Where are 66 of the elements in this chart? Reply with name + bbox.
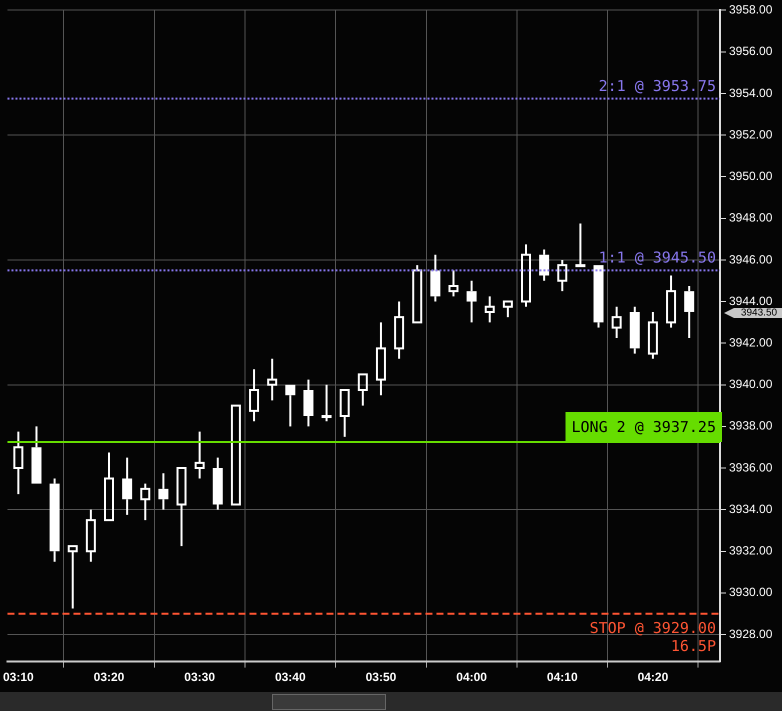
candlestick bbox=[557, 258, 568, 292]
candlestick bbox=[430, 254, 440, 303]
x-tick-label: 03:50 bbox=[366, 670, 397, 684]
y-tick-label: 3948.00 bbox=[729, 210, 773, 225]
candlestick bbox=[666, 274, 676, 329]
candlestick bbox=[303, 378, 314, 428]
x-tick-label: 04:00 bbox=[456, 670, 488, 684]
x-tick-label: 04:10 bbox=[546, 670, 578, 684]
candlestick bbox=[575, 222, 586, 268]
x-tick-label: 03:30 bbox=[184, 670, 216, 684]
candlestick bbox=[104, 451, 114, 522]
y-tick-label: 3954.00 bbox=[729, 86, 773, 100]
y-tick-label: 3956.00 bbox=[729, 44, 773, 58]
y-tick-label: 3958.00 bbox=[729, 2, 773, 17]
y-tick-label: 3936.00 bbox=[729, 460, 773, 474]
candlestick bbox=[13, 430, 24, 496]
candlestick bbox=[502, 300, 513, 318]
candlestick bbox=[50, 477, 60, 563]
y-tick-label: 3944.00 bbox=[729, 294, 773, 308]
candlestick bbox=[612, 306, 622, 339]
candlestick bbox=[122, 456, 132, 516]
y-tick-label: 3950.00 bbox=[729, 169, 773, 184]
candlestick bbox=[630, 306, 640, 355]
y-tick-label: 3934.00 bbox=[729, 502, 773, 516]
candlestick bbox=[322, 384, 332, 422]
annotation: 16.5P bbox=[670, 637, 716, 656]
candlestick bbox=[484, 295, 495, 324]
text: 3943.50 bbox=[740, 308, 778, 319]
candlestick bbox=[466, 280, 477, 324]
candlestick bbox=[31, 425, 42, 484]
y-tick-label: 3942.00 bbox=[729, 335, 773, 350]
candlestick bbox=[86, 508, 96, 563]
y-tick-label: 3938.00 bbox=[729, 418, 773, 433]
y-tick-label: 3928.00 bbox=[729, 626, 773, 641]
y-tick-label: 3932.00 bbox=[729, 544, 773, 558]
candlestick bbox=[594, 265, 604, 329]
candlestick bbox=[394, 300, 404, 360]
candlestick bbox=[521, 243, 532, 308]
x-tick-label: 04:20 bbox=[638, 670, 669, 684]
candlestick bbox=[376, 321, 386, 396]
candlestick bbox=[340, 389, 350, 438]
candlestick bbox=[358, 373, 368, 407]
candlestick bbox=[684, 284, 694, 339]
x-tick-label: 03:10 bbox=[2, 670, 34, 684]
candlestick bbox=[194, 430, 205, 480]
candlestick bbox=[249, 368, 260, 422]
candlestick bbox=[267, 358, 278, 402]
candlestick bbox=[158, 472, 168, 511]
y-tick-label: 3946.00 bbox=[729, 252, 773, 266]
candlestick bbox=[539, 248, 550, 282]
x-tick-label: 03:40 bbox=[274, 670, 306, 684]
candlestick bbox=[68, 545, 78, 610]
ref-line-label: 2:1 @ 3953.75 bbox=[598, 77, 716, 96]
ref-line-label: LONG 2 @ 3937.25 bbox=[572, 418, 716, 436]
candlestick bbox=[648, 310, 658, 360]
y-tick-label: 3930.00 bbox=[729, 585, 773, 600]
ref-line-label: 1:1 @ 3945.50 bbox=[598, 248, 716, 267]
candlestick bbox=[212, 456, 223, 511]
candlestick bbox=[285, 384, 296, 428]
x-tick-label: 03:20 bbox=[94, 670, 125, 684]
ref-line-label: STOP @ 3929.00 bbox=[590, 619, 716, 638]
candlestick bbox=[176, 467, 187, 548]
y-tick-label: 3940.00 bbox=[729, 377, 773, 392]
candlestick bbox=[448, 269, 458, 298]
candlestick bbox=[140, 482, 150, 522]
y-tick-label: 3952.00 bbox=[729, 127, 773, 142]
